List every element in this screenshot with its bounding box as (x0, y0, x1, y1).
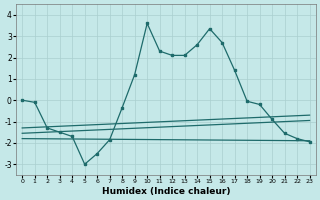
X-axis label: Humidex (Indice chaleur): Humidex (Indice chaleur) (102, 187, 230, 196)
